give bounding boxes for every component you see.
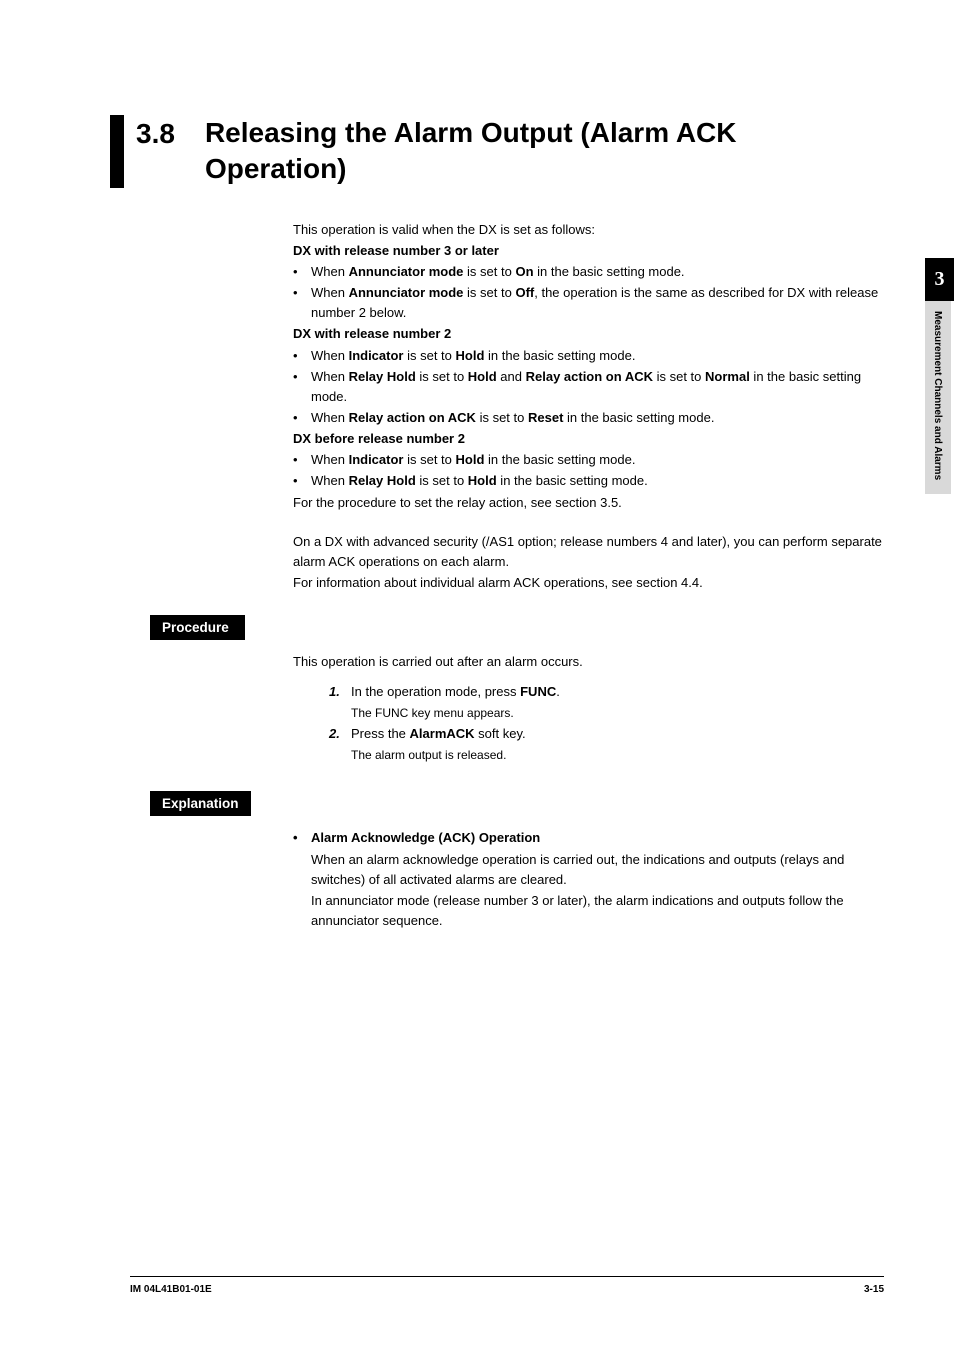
group1-title: DX with release number 3 or later: [293, 241, 884, 261]
step-text: In the operation mode, press FUNC.: [351, 682, 884, 702]
procedure-intro: This operation is carried out after an a…: [293, 652, 884, 672]
explanation-section: Explanation: [150, 791, 884, 816]
bullet-text: When Indicator is set to Hold in the bas…: [311, 450, 884, 470]
bullet-dot: •: [293, 283, 311, 303]
page-footer: IM 04L41B01-01E 3-15: [130, 1276, 884, 1295]
bullet-item: • When Annunciator mode is set to On in …: [293, 262, 884, 282]
bullet-item: • When Indicator is set to Hold in the b…: [293, 346, 884, 366]
bullet-item: • When Annunciator mode is set to Off, t…: [293, 283, 884, 323]
bullet-dot: •: [293, 346, 311, 366]
side-tab: 3 Measurement Channels and Alarms: [925, 258, 954, 494]
bullet-dot: •: [293, 450, 311, 470]
step-sub: The FUNC key menu appears.: [351, 704, 884, 723]
bullet-text: When Annunciator mode is set to Off, the…: [311, 283, 884, 323]
bullet-text: When Relay action on ACK is set to Reset…: [311, 408, 884, 428]
security-note-1: On a DX with advanced security (/AS1 opt…: [293, 532, 884, 572]
explanation-label: Explanation: [150, 791, 251, 816]
bullet-item: • When Relay Hold is set to Hold and Rel…: [293, 367, 884, 407]
intro-content: This operation is valid when the DX is s…: [293, 220, 884, 593]
chapter-tab-label: Measurement Channels and Alarms: [925, 301, 951, 494]
explanation-body: When an alarm acknowledge operation is c…: [311, 850, 884, 932]
group2-title: DX with release number 2: [293, 324, 884, 344]
bullet-text: When Relay Hold is set to Hold in the ba…: [311, 471, 884, 491]
bullet-dot: •: [293, 828, 311, 848]
intro-line: This operation is valid when the DX is s…: [293, 220, 884, 240]
bullet-item: • When Relay action on ACK is set to Res…: [293, 408, 884, 428]
bullet-dot: •: [293, 471, 311, 491]
step-sub: The alarm output is released.: [351, 746, 884, 765]
chapter-tab-number: 3: [925, 258, 954, 301]
see-relay: For the procedure to set the relay actio…: [293, 493, 884, 513]
heading-number: 3.8: [136, 115, 175, 151]
procedure-content: This operation is carried out after an a…: [293, 652, 884, 765]
bullet-text: When Relay Hold is set to Hold and Relay…: [311, 367, 884, 407]
explanation-heading-row: • Alarm Acknowledge (ACK) Operation: [293, 828, 884, 848]
step-1: 1. In the operation mode, press FUNC.: [329, 682, 884, 702]
bullet-text: When Indicator is set to Hold in the bas…: [311, 346, 884, 366]
bullet-item: • When Relay Hold is set to Hold in the …: [293, 471, 884, 491]
explanation-heading: Alarm Acknowledge (ACK) Operation: [311, 828, 884, 848]
bullet-item: • When Indicator is set to Hold in the b…: [293, 450, 884, 470]
explanation-body-1: When an alarm acknowledge operation is c…: [311, 850, 884, 890]
step-text: Press the AlarmACK soft key.: [351, 724, 884, 744]
footer-doc-id: IM 04L41B01-01E: [130, 1284, 212, 1295]
explanation-body-2: In annunciator mode (release number 3 or…: [311, 891, 884, 931]
bullet-text: When Annunciator mode is set to On in th…: [311, 262, 884, 282]
step-number: 2.: [329, 724, 351, 744]
section-heading: 3.8 Releasing the Alarm Output (Alarm AC…: [110, 115, 884, 188]
footer-page-number: 3-15: [864, 1284, 884, 1295]
procedure-label: Procedure: [150, 615, 245, 640]
bullet-dot: •: [293, 262, 311, 282]
heading-bar: [110, 115, 124, 188]
heading-title: Releasing the Alarm Output (Alarm ACK Op…: [205, 115, 884, 188]
security-note-2: For information about individual alarm A…: [293, 573, 884, 593]
bullet-dot: •: [293, 367, 311, 387]
step-2: 2. Press the AlarmACK soft key.: [329, 724, 884, 744]
step-number: 1.: [329, 682, 351, 702]
explanation-content: • Alarm Acknowledge (ACK) Operation When…: [293, 828, 884, 932]
procedure-section: Procedure: [150, 615, 884, 640]
group3-title: DX before release number 2: [293, 429, 884, 449]
bullet-dot: •: [293, 408, 311, 428]
